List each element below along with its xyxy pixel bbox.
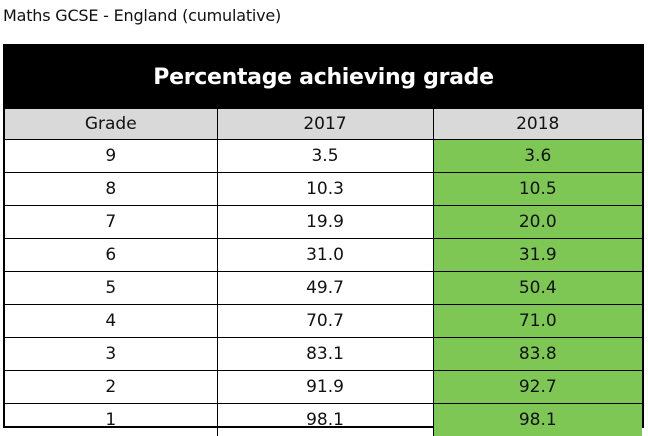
cell-2017: 19.9 (217, 206, 433, 239)
cell-grade: 3 (5, 338, 217, 371)
cell-2017: 49.7 (217, 272, 433, 305)
figure-caption: Maths GCSE - England (cumulative) (3, 5, 281, 27)
cell-grade: 9 (5, 140, 217, 173)
cell-2018: 3.6 (433, 140, 642, 173)
cell-2017: 31.0 (217, 239, 433, 272)
cell-grade: 4 (5, 305, 217, 338)
cell-grade: 2 (5, 371, 217, 404)
cell-2018: 92.7 (433, 371, 642, 404)
cell-grade: 6 (5, 239, 217, 272)
cell-2018: 50.4 (433, 272, 642, 305)
cell-2018: 31.9 (433, 239, 642, 272)
cell-2017: 70.7 (217, 305, 433, 338)
cell-2018: 98.1 (433, 404, 642, 436)
cell-2017: 83.1 (217, 338, 433, 371)
cell-grade: 7 (5, 206, 217, 239)
cell-2017: 3.5 (217, 140, 433, 173)
column-header-2018: 2018 (433, 109, 642, 140)
table-title: Percentage achieving grade (5, 46, 642, 108)
grade-table-container: Percentage achieving grade Grade 2017 20… (3, 44, 644, 428)
column-header-2017: 2017 (217, 109, 433, 140)
cell-2018: 10.5 (433, 173, 642, 206)
cell-2017: 91.9 (217, 371, 433, 404)
cell-grade: 5 (5, 272, 217, 305)
column-header-grade: Grade (5, 109, 217, 140)
cell-2017: 98.1 (217, 404, 433, 436)
header-row: Grade 2017 2018 (5, 109, 642, 140)
cell-2018: 20.0 (433, 206, 642, 239)
cell-grade: 8 (5, 173, 217, 206)
cell-2017: 10.3 (217, 173, 433, 206)
cell-2018: 71.0 (433, 305, 642, 338)
cell-2018: 83.8 (433, 338, 642, 371)
cell-grade: 1 (5, 404, 217, 436)
